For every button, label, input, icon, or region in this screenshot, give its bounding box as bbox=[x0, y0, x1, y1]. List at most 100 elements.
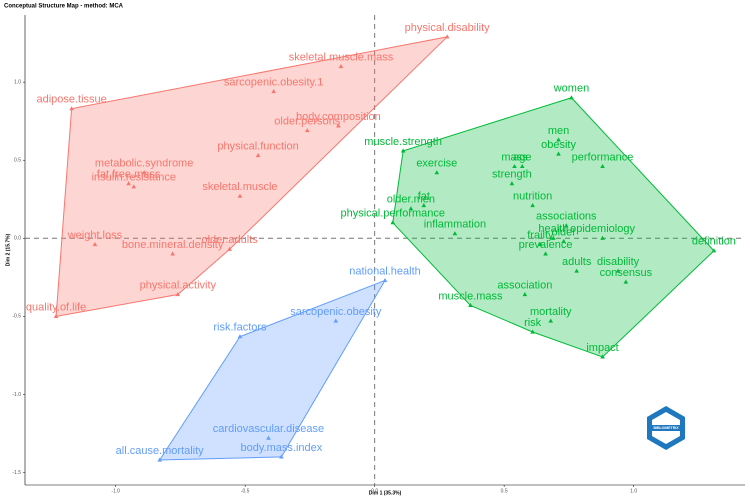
cluster-hull bbox=[55, 36, 449, 317]
point bbox=[530, 329, 535, 334]
point-label: definition bbox=[692, 236, 736, 248]
x-tick-label: -1.0 bbox=[111, 488, 120, 494]
cluster: national.health sarcopenic.obesity risk.fa… bbox=[116, 265, 421, 462]
point bbox=[522, 292, 528, 297]
point bbox=[382, 277, 388, 283]
point-label: all.cause.mortality bbox=[116, 445, 205, 457]
logo-text: BIBLIOMETRIX bbox=[653, 426, 679, 430]
point-label: weight.loss bbox=[67, 229, 123, 241]
point-label: sarcopenic.obesity.1 bbox=[224, 76, 323, 88]
point bbox=[561, 238, 567, 244]
point-label: adults bbox=[562, 256, 592, 268]
y-tick-label: 0.0 bbox=[14, 236, 21, 242]
point bbox=[563, 223, 569, 228]
y-tick-label: 1.0 bbox=[14, 79, 21, 85]
point bbox=[227, 246, 232, 251]
point-label: national.health bbox=[349, 265, 421, 277]
point bbox=[468, 302, 473, 308]
point-label: skeletal.muscle.mass bbox=[289, 51, 394, 63]
point-label: risk.factors bbox=[213, 322, 267, 334]
x-tick-label: 0.5 bbox=[501, 488, 508, 494]
point bbox=[519, 163, 525, 169]
point-label: strength bbox=[492, 169, 532, 181]
point bbox=[175, 292, 181, 297]
point-label: physical.disability bbox=[405, 22, 490, 34]
point-label: associations bbox=[536, 211, 597, 223]
point-label: performance bbox=[572, 151, 634, 163]
point bbox=[400, 148, 406, 153]
point-label: body.composition bbox=[296, 111, 381, 123]
point bbox=[600, 354, 605, 359]
point bbox=[126, 181, 131, 186]
point bbox=[444, 34, 450, 39]
point bbox=[157, 457, 162, 462]
point bbox=[421, 202, 427, 208]
point bbox=[574, 268, 579, 273]
point bbox=[69, 106, 74, 111]
point-label: exercise bbox=[416, 158, 457, 170]
point bbox=[92, 242, 98, 247]
x-tick-label: 1.0 bbox=[630, 488, 637, 494]
point bbox=[141, 170, 147, 175]
point-label: prevalence bbox=[519, 239, 573, 251]
point-label: mortality bbox=[530, 306, 572, 318]
point-label: metabolic.syndrome bbox=[95, 158, 193, 170]
y-tick-label: -0.5 bbox=[12, 314, 21, 320]
point bbox=[266, 435, 271, 440]
point-label: fat bbox=[418, 190, 430, 202]
point bbox=[543, 251, 548, 256]
point-label: older.persons bbox=[274, 115, 341, 127]
point bbox=[452, 231, 458, 236]
point bbox=[131, 184, 137, 189]
point bbox=[530, 202, 535, 208]
point-label: body.mass.index bbox=[241, 442, 323, 454]
point-label: health bbox=[538, 223, 568, 235]
point bbox=[711, 248, 717, 253]
point-label: obesity bbox=[541, 139, 576, 151]
point bbox=[237, 334, 243, 339]
point bbox=[237, 193, 243, 198]
y-tick-label: -1.0 bbox=[12, 392, 21, 398]
point bbox=[53, 313, 59, 318]
point-label: consensus bbox=[600, 267, 653, 279]
point-label: mass bbox=[501, 151, 528, 163]
point bbox=[305, 128, 310, 133]
logo-band bbox=[650, 425, 682, 431]
point bbox=[509, 181, 515, 186]
y-axis-title: Dim 2 (15.7%) bbox=[5, 233, 11, 266]
point bbox=[408, 206, 414, 211]
point-label: men bbox=[548, 125, 569, 137]
logo: BIBLIOMETRIX bbox=[647, 406, 685, 450]
point-label: adipose.tissue bbox=[36, 94, 106, 106]
point bbox=[255, 153, 261, 158]
y-tick-label: 0.5 bbox=[14, 158, 21, 164]
point-label: older.adults bbox=[201, 234, 258, 246]
point bbox=[556, 151, 561, 156]
point-label: muscle.mass bbox=[438, 290, 503, 302]
x-axis-title: Dim 1 (35.3%) bbox=[369, 490, 402, 496]
point-label: fat.free.mass bbox=[97, 169, 161, 181]
point-label: frailty bbox=[527, 229, 554, 241]
point-label: bone.mineral.density bbox=[122, 239, 224, 251]
point bbox=[390, 220, 396, 225]
point bbox=[600, 235, 605, 240]
point bbox=[623, 279, 629, 284]
cluster-hull bbox=[392, 97, 715, 358]
point-label: muscle.strength bbox=[364, 136, 442, 148]
x-tick-label: -0.5 bbox=[241, 488, 250, 494]
point bbox=[538, 242, 543, 247]
point-label: impact bbox=[586, 342, 618, 354]
point-label: disability bbox=[597, 256, 640, 268]
point-label: quality.of.life bbox=[26, 301, 86, 313]
x-tick-label: 0.0 bbox=[371, 488, 378, 494]
point bbox=[336, 123, 341, 128]
point bbox=[170, 251, 175, 256]
point-label: women bbox=[553, 83, 589, 95]
y-tick-label: -1.5 bbox=[12, 470, 21, 476]
point bbox=[434, 170, 440, 175]
point-label: skeletal.muscle bbox=[202, 181, 277, 193]
point-label: physical.activity bbox=[140, 279, 217, 291]
